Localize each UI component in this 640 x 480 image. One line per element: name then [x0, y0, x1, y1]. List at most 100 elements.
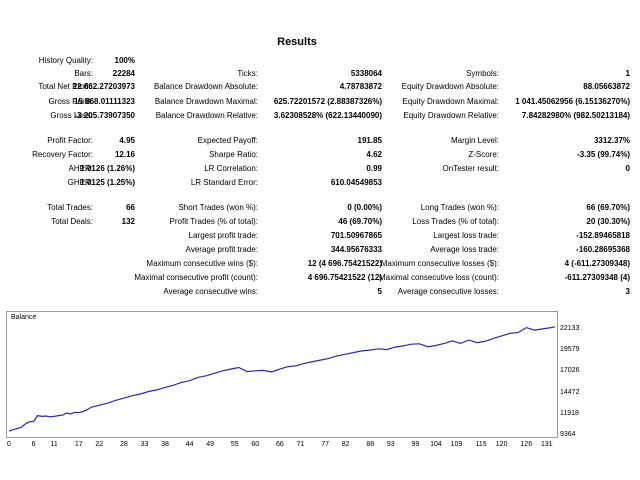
balance-chart: Balance	[6, 311, 558, 438]
stat-label: Total Deals:	[51, 217, 93, 226]
stat-value: 610.04549853	[330, 178, 382, 187]
stat-value: 5	[377, 287, 382, 296]
stat-value: 46 (69.70%)	[338, 217, 382, 226]
stat-value: 1.0126 (1.26%)	[80, 164, 135, 173]
y-tick-label: 17026	[560, 367, 580, 375]
balance-line	[8, 326, 556, 432]
x-tick-label: 126	[520, 441, 533, 448]
stat-value: 625.72201572 (2.88387326%)	[273, 97, 382, 106]
stat-value: 4 (-611.27309348)	[564, 259, 630, 268]
x-tick-label: 99	[411, 441, 420, 448]
stat-value: 3	[625, 287, 630, 296]
x-tick-label: 55	[230, 441, 239, 448]
x-tick-label: 11	[50, 441, 58, 448]
stat-label: Sharpe Ratio:	[209, 150, 258, 159]
x-tick-label: 93	[386, 441, 395, 448]
x-tick-label: 17	[74, 441, 83, 448]
y-tick-label: 11918	[560, 409, 579, 417]
stat-value: -611.27309348 (4)	[564, 273, 630, 282]
x-tick-label: 49	[206, 441, 215, 448]
stat-label: Profit Factor:	[47, 136, 93, 145]
stat-value: 4.62	[366, 150, 382, 159]
stat-value: -160.28695368	[576, 245, 630, 254]
stat-value: 701.50967865	[330, 231, 382, 240]
stat-value: 100%	[114, 56, 135, 65]
stat-label: Average consecutive losses:	[397, 287, 499, 296]
stat-label: History Quality:	[38, 56, 93, 65]
x-tick-label: 22	[95, 441, 104, 448]
stat-label: Average consecutive wins:	[163, 287, 258, 296]
stat-value: 66 (69.70%)	[586, 203, 630, 212]
stat-value: 0 (0.00%)	[347, 203, 382, 212]
stat-label: Balance Drawdown Maximal:	[154, 97, 258, 106]
stat-label: Loss Trades (% of total):	[412, 217, 499, 226]
stat-value: 3312.37%	[593, 136, 630, 145]
stat-label: Equity Drawdown Relative:	[403, 111, 499, 120]
stat-label: Z-Score:	[468, 150, 499, 159]
x-tick-label: 33	[140, 441, 149, 448]
x-tick-label: 120	[495, 441, 508, 448]
stat-label: Recovery Factor:	[32, 150, 93, 159]
stat-value: 0.99	[366, 164, 382, 173]
stat-label: AHPR:	[68, 164, 93, 173]
stat-label: Bars:	[74, 69, 93, 78]
results-title: Results	[277, 36, 317, 48]
stat-value: 12.16	[114, 150, 135, 159]
y-tick-label: 19579	[560, 346, 580, 354]
stat-label: Total Trades:	[47, 203, 93, 212]
stat-label: Maximal consecutive loss (count):	[378, 273, 499, 282]
x-tick-label: 115	[475, 441, 487, 448]
x-tick-label: 28	[120, 441, 128, 448]
stat-label: Profit Trades (% of total):	[169, 217, 258, 226]
chart-title: Balance	[11, 314, 37, 321]
stat-value: 12 (4 696.75421522)	[307, 259, 382, 268]
x-tick-label: 104	[430, 441, 442, 448]
stat-label: Maximum consecutive losses ($):	[380, 259, 499, 268]
x-tick-label: 44	[185, 441, 194, 448]
stat-value: 15 868.01111323	[74, 97, 135, 106]
stat-value: 88.05663872	[583, 82, 630, 91]
stat-value: 0	[625, 164, 630, 173]
stat-label: GHPR:	[67, 178, 93, 187]
stat-value: 5338064	[350, 69, 382, 78]
stat-label: Maximal consecutive profit (count):	[134, 273, 258, 282]
stat-label: Balance Drawdown Relative:	[155, 111, 258, 120]
stat-value: 1.0125 (1.25%)	[80, 178, 135, 187]
y-tick-label: 14472	[560, 388, 580, 396]
stat-value: 20 (30.30%)	[586, 217, 630, 226]
stat-label: Equity Drawdown Absolute:	[401, 82, 499, 91]
stat-value: 3.62308528% (622.13440090)	[273, 111, 382, 120]
stat-value: 1 041.45062956 (6.15136270%)	[515, 97, 630, 106]
stat-value: 7.84282980% (982.50213184)	[521, 111, 630, 120]
stat-value: 4.78783872	[339, 82, 382, 91]
stat-label: LR Standard Error:	[190, 178, 258, 187]
stat-label: LR Correlation:	[204, 164, 258, 173]
chart-plot	[8, 326, 556, 432]
stat-label: Symbols:	[466, 69, 499, 78]
stat-value: 66	[126, 203, 135, 212]
stat-label: Expected Payoff:	[197, 136, 258, 145]
stat-value: 22284	[112, 69, 135, 78]
stat-label: Total Net Profit:	[38, 82, 93, 91]
stat-value: 132	[121, 217, 135, 226]
stat-label: Largest profit trade:	[188, 231, 258, 240]
x-tick-label: 88	[366, 441, 375, 448]
stat-label: Equity Drawdown Maximal:	[402, 97, 499, 106]
x-tick-label: 0	[7, 441, 11, 448]
x-tick-label: 66	[276, 441, 284, 448]
stat-label: Maximum consecutive wins ($):	[146, 259, 258, 268]
x-tick-label: 109	[450, 441, 463, 448]
y-tick-label: 22133	[560, 325, 580, 332]
x-tick-label: 71	[296, 441, 305, 448]
stat-label: Balance Drawdown Absolute:	[153, 82, 258, 91]
x-tick-label: 38	[161, 441, 169, 448]
x-tick-label: 77	[321, 441, 329, 448]
stat-value: -152.89465818	[576, 231, 630, 240]
stat-label: Gross Profit:	[48, 97, 93, 106]
stat-value: 12 662.27203973	[72, 82, 135, 91]
stat-value: 1	[625, 69, 630, 78]
stat-value: 4 696.75421522 (12)	[307, 273, 382, 282]
stat-label: Average loss trade:	[430, 245, 499, 254]
x-tick-label: 82	[341, 441, 350, 448]
x-tick-label: 6	[31, 441, 36, 448]
